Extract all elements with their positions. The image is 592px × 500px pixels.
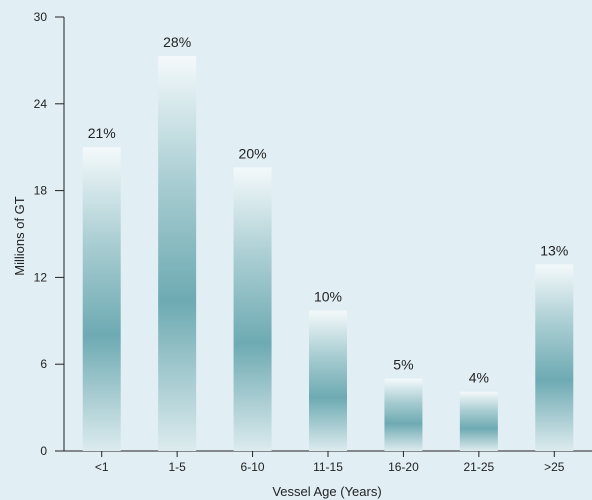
x-tick-label: 21-25 <box>464 460 495 474</box>
x-tick-label: 6-10 <box>241 460 265 474</box>
y-axis-title: Millions of GT <box>12 196 27 276</box>
x-tick-label: 11-15 <box>313 460 343 474</box>
bar <box>384 378 423 451</box>
y-tick-label: 6 <box>40 357 47 371</box>
data-label: 4% <box>469 370 489 386</box>
data-label: 5% <box>393 357 413 373</box>
bar <box>233 167 272 451</box>
x-tick-label: 1-5 <box>168 460 186 474</box>
bar <box>82 147 121 451</box>
y-tick-label: 12 <box>34 270 48 284</box>
data-label: 13% <box>540 242 568 258</box>
data-label: 20% <box>239 145 267 161</box>
bar <box>309 310 347 451</box>
y-tick-label: 0 <box>40 444 47 458</box>
x-tick-label: 16-20 <box>388 460 419 474</box>
x-axis-title: Vessel Age (Years) <box>272 484 381 499</box>
bar <box>158 56 197 452</box>
y-tick-label: 24 <box>34 97 48 111</box>
data-label: 21% <box>88 125 116 141</box>
bar <box>459 391 498 451</box>
data-label: 10% <box>314 289 342 305</box>
x-tick-label: >25 <box>544 460 565 474</box>
data-label: 28% <box>163 34 191 50</box>
y-tick-label: 30 <box>34 10 48 24</box>
bar <box>535 264 574 451</box>
y-tick-label: 18 <box>34 184 48 198</box>
x-tick-label: <1 <box>95 460 109 474</box>
